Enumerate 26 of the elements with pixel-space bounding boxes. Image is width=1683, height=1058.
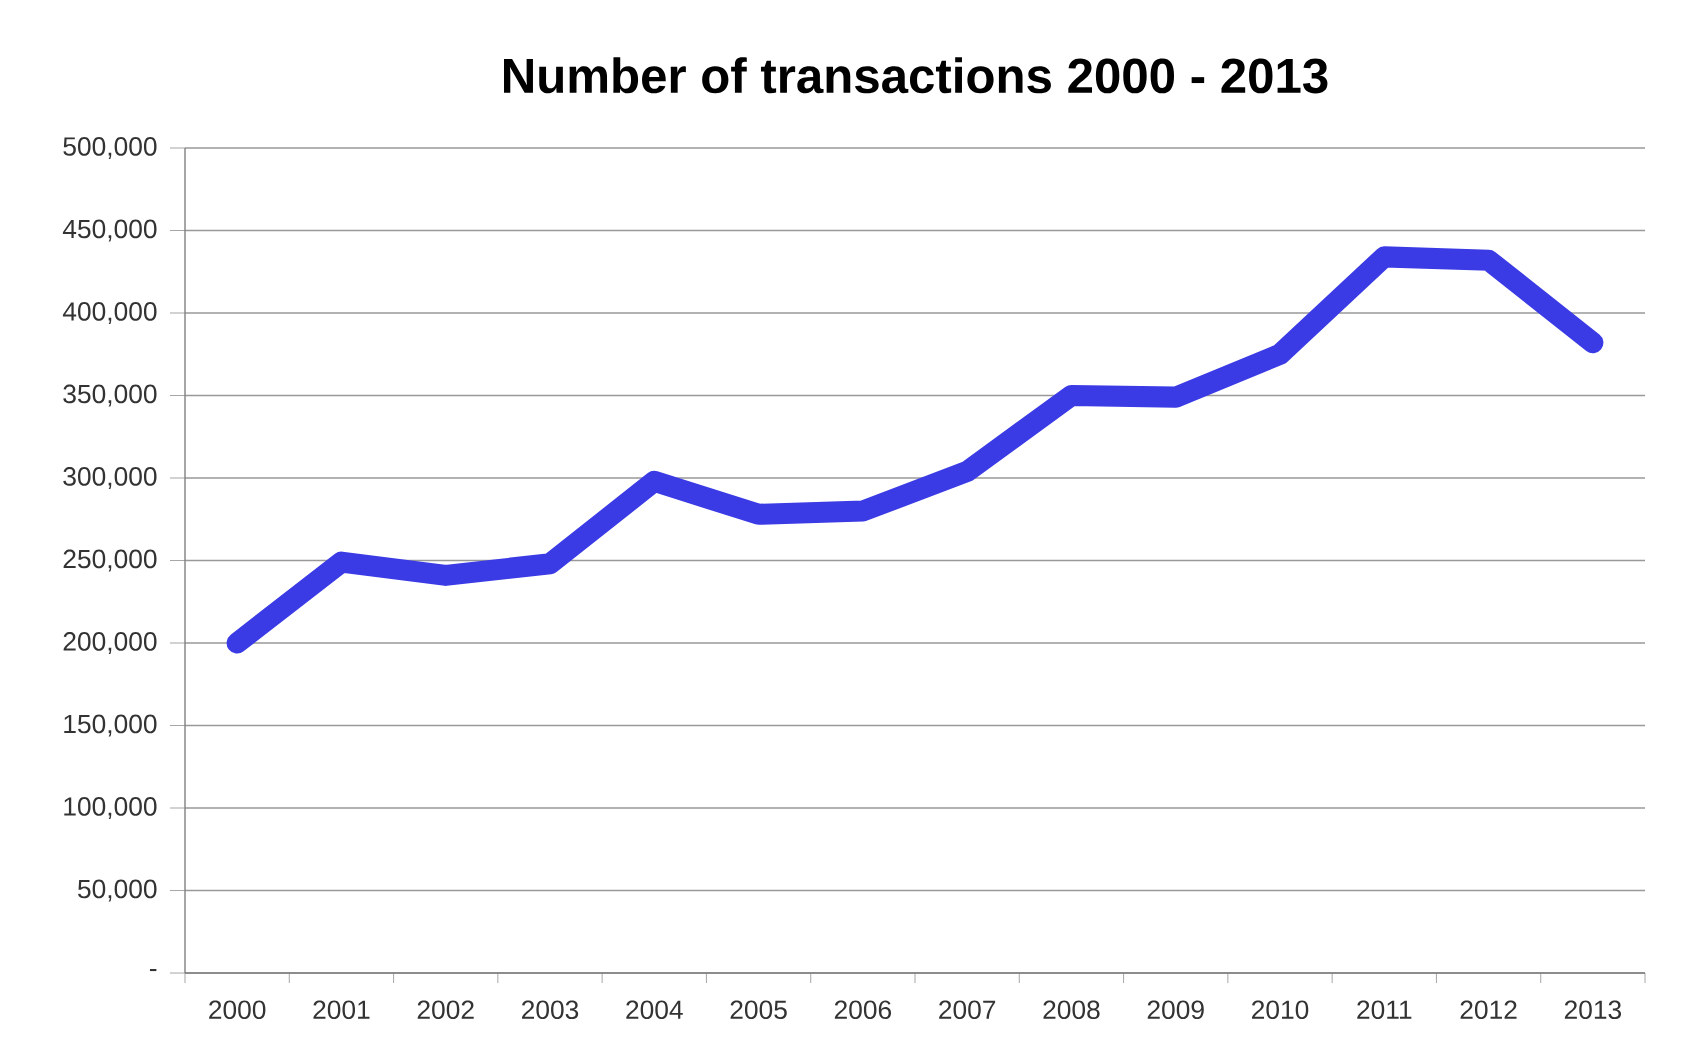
y-tick-label: 200,000 (63, 632, 157, 654)
x-tick-label: 2000 (209, 1000, 266, 1020)
x-tick-label: 2003 (522, 1000, 579, 1020)
y-tick-label: - (149, 968, 157, 972)
y-tick-label: 50,000 (78, 879, 157, 902)
y-tick-label: 300,000 (63, 467, 157, 489)
x-tick-label: 2008 (1043, 1000, 1100, 1020)
x-tick-label: 2011 (1357, 1000, 1412, 1020)
x-tick-label: 2010 (1252, 1000, 1309, 1020)
chart-title: Number of transactions 2000 - 2013 (504, 57, 1328, 94)
x-tick-label: 2002 (417, 1000, 474, 1020)
x-tick-label: 2005 (730, 1000, 787, 1020)
y-tick-label: 450,000 (62, 219, 157, 242)
y-tick-label: 400,000 (62, 302, 157, 324)
x-tick-label: 2001 (313, 1000, 370, 1020)
x-tick-label: 2009 (1147, 1000, 1204, 1020)
x-tick-label: 2013 (1564, 1000, 1622, 1020)
x-tick-label: 2007 (939, 1000, 996, 1020)
y-tick-label: 100,000 (64, 797, 157, 819)
y-tick-label: 250,000 (63, 549, 157, 572)
x-tick-label: 2012 (1460, 1000, 1517, 1020)
y-tick-label: 350,000 (63, 384, 157, 407)
y-tick-label: 500,000 (63, 137, 157, 159)
y-tick-label: 150,000 (64, 714, 157, 737)
x-tick-label: 2004 (626, 1000, 683, 1020)
x-tick-label: 2006 (834, 1000, 892, 1020)
